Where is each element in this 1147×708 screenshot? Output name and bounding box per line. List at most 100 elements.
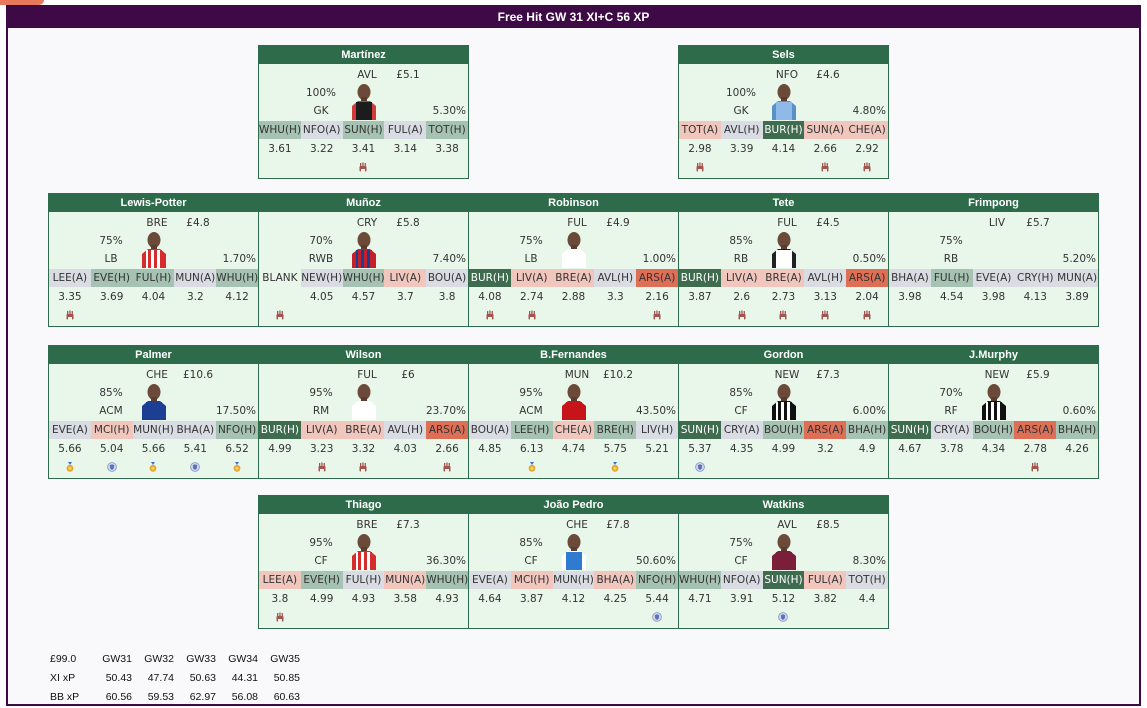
xp-cell: 3.22	[310, 143, 334, 155]
xp-cell: 5.66	[58, 443, 82, 455]
fixture-cell: BHA(H)	[1056, 421, 1098, 439]
fixture-row: EVE(A) MCI(H) MUN(H) BHA(A) NFO(H)	[469, 571, 678, 589]
selected-by: 7.40%	[432, 253, 466, 265]
player-card[interactable]: Robinson FUL £4.9 75% LB 1.00% BUR(H) LIV…	[468, 193, 679, 327]
player-card[interactable]: J.Murphy NEW £5.9 70% RF 0.60% SUN(H) CRY…	[888, 345, 1099, 479]
player-card[interactable]: João Pedro CHE £7.8 85% CF 50.60% EVE(A)…	[468, 495, 679, 629]
icon-cell	[174, 308, 216, 322]
player-card[interactable]: Tete FUL £4.5 85% RB 0.50% BUR(H) LIV(A) B…	[678, 193, 889, 327]
xp-cell: 4.54	[940, 291, 964, 303]
player-card[interactable]: Sels NFO £4.6 100% GK 4.80% TOT(A) AVL(H)…	[678, 45, 889, 179]
player-card[interactable]: Thiago BRE £7.3 95% CF 36.30% LEE(A) EVE(…	[258, 495, 469, 629]
xi-label: XI xP	[50, 672, 76, 684]
icon-row	[259, 610, 468, 624]
xp-cell: 4.93	[351, 593, 376, 605]
icon-cell	[343, 610, 385, 624]
bb-value: 60.56	[105, 691, 132, 703]
xp-row: 4.67 3.78 4.34 2.78 4.26	[889, 441, 1098, 457]
icon-cell	[469, 610, 511, 624]
xp-cell: 3.32	[351, 443, 376, 455]
fixture-cell: BRE(A)	[762, 269, 805, 287]
icon-cell	[426, 308, 468, 322]
fixture-cell: BHA(A)	[594, 571, 637, 589]
icon-cell	[384, 160, 426, 174]
icon-cell	[343, 308, 385, 322]
xp-cell: 3.61	[268, 143, 292, 155]
player-card[interactable]: Muñoz CRY £5.8 70% RWB 7.40% BLANK NEW(H)…	[258, 193, 469, 327]
player-team: NFO	[775, 69, 799, 81]
icon-cell	[174, 460, 216, 474]
player-card[interactable]: Wilson FUL £6 95% RM 23.70% BUR(H) LIV(A)…	[258, 345, 469, 479]
player-price: £5.7	[1026, 217, 1050, 229]
fixture-row: SUN(H) CRY(A) BOU(H) ARS(A) BHA(H)	[679, 421, 888, 439]
icon-cell	[1056, 308, 1098, 322]
icon-cell	[301, 160, 343, 174]
player-card[interactable]: Lewis-Potter BRE £4.8 75% LB 1.70% LEE(A…	[48, 193, 259, 327]
player-card[interactable]: B.Fernandes MUN £10.2 95% ACM 43.50% BOU…	[468, 345, 679, 479]
fixture-cell: SUN(H)	[679, 421, 721, 439]
player-photo	[139, 380, 169, 420]
player-card[interactable]: Frimpong LIV £5.7 75% RB 5.20% BHA(A) FUL…	[888, 193, 1099, 327]
xp-cell: 3.2	[186, 291, 204, 303]
fixture-cell: ARS(A)	[636, 269, 678, 287]
icon-cell	[216, 308, 258, 322]
icon-cell	[679, 460, 721, 474]
fixture-cell: TOT(A)	[679, 121, 721, 139]
fixture-cell: LIV(A)	[384, 269, 427, 287]
icon-cell	[426, 460, 468, 474]
play-probability: 85%	[99, 387, 123, 399]
fixture-cell: BRE(A)	[552, 269, 595, 287]
player-name: Thiago	[259, 496, 468, 514]
player-price: £6	[401, 369, 415, 381]
fixture-cell: WHU(H)	[216, 269, 258, 287]
player-card[interactable]: Palmer CHE £10.6 85% ACM 17.50% EVE(A) MC…	[48, 345, 259, 479]
icon-cell	[846, 460, 888, 474]
player-name: Palmer	[49, 346, 258, 364]
xp-cell: 3.98	[981, 291, 1006, 303]
player-team: AVL	[777, 519, 797, 531]
medal-icon	[611, 462, 619, 472]
player-photo	[349, 380, 379, 420]
player-position: ACM	[99, 405, 123, 417]
fixture-row: BLANK NEW(H) WHU(H) LIV(A) BOU(A)	[259, 269, 468, 287]
selected-by: 50.60%	[635, 555, 676, 567]
icon-row	[469, 460, 678, 474]
corner-tab	[0, 0, 44, 5]
fixture-row: SUN(H) CRY(A) BOU(H) ARS(A) BHA(H)	[889, 421, 1098, 439]
player-team: NEW	[774, 369, 800, 381]
player-card[interactable]: Gordon NEW £7.3 85% CF 6.00% SUN(H) CRY(A…	[678, 345, 889, 479]
xp-cell: 4.12	[561, 593, 586, 605]
icon-cell	[91, 308, 133, 322]
fixture-cell: NEW(H)	[300, 269, 343, 287]
glove-icon	[863, 310, 871, 320]
icon-cell	[846, 610, 888, 624]
icon-cell	[259, 160, 301, 174]
fixture-cell: BUR(H)	[679, 269, 721, 287]
glove-icon	[359, 162, 367, 172]
player-card[interactable]: Martínez AVL £5.1 100% GK 5.30% WHU(H) NF…	[258, 45, 469, 179]
fixture-cell: BHA(H)	[846, 421, 888, 439]
icon-cell	[511, 460, 553, 474]
icon-cell	[721, 460, 763, 474]
xp-cell: 3.8	[271, 593, 289, 605]
fixture-cell: LEE(A)	[49, 269, 91, 287]
icon-cell	[384, 610, 426, 624]
play-probability: 70%	[309, 235, 333, 247]
player-card[interactable]: Watkins AVL £8.5 75% CF 8.30% WHU(H) NFO(…	[678, 495, 889, 629]
summary-xi-row: XI xP 50.43 47.74 50.63 44.31 50.85	[50, 669, 300, 688]
glove-icon	[738, 310, 746, 320]
icon-row	[259, 160, 468, 174]
glove-icon	[486, 310, 494, 320]
player-name: Martínez	[259, 46, 468, 64]
xp-cell: 3.87	[520, 593, 544, 605]
xp-cell: 4.04	[141, 291, 166, 303]
fixture-cell: CRY(A)	[720, 421, 763, 439]
player-photo	[769, 530, 799, 570]
xp-row: 4.99 3.23 3.32 4.03 2.66	[259, 441, 468, 457]
selected-by: 8.30%	[852, 555, 886, 567]
xp-cell: 3.58	[393, 593, 417, 605]
player-price: £4.5	[816, 217, 840, 229]
fixture-row: LEE(A) EVE(H) FUL(H) MUN(A) WHU(H)	[49, 269, 258, 287]
player-price: £5.8	[396, 217, 420, 229]
fixture-cell: AVL(H)	[594, 269, 637, 287]
